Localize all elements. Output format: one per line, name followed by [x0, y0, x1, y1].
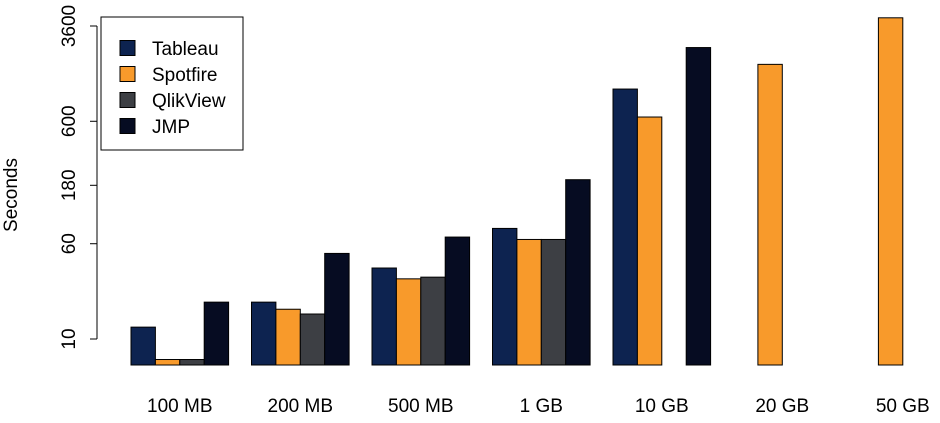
bar-qlikview-200mb — [299, 313, 326, 366]
bar-jmp-200mb — [324, 252, 350, 366]
legend: Tableau Spotfire QlikView JMP — [100, 16, 244, 151]
y-tick-label: 3600 — [59, 5, 80, 47]
bar-tableau-100mb — [130, 326, 156, 366]
x-tick-label: 100 MB — [147, 396, 212, 417]
x-tick-label: 1 GB — [520, 396, 563, 417]
bar-jmp-500mb — [444, 236, 471, 366]
bar-qlikview-1gb — [540, 238, 567, 366]
bar-tableau-200mb — [251, 301, 277, 366]
bars-group — [130, 17, 904, 366]
legend-swatch-jmp — [119, 118, 136, 134]
legend-label-jmp: JMP — [152, 117, 190, 138]
x-tick-label: 500 MB — [388, 396, 453, 417]
legend-label-tableau: Tableau — [152, 39, 219, 60]
bar-spotfire-500mb — [395, 278, 422, 366]
y-tick-label: 600 — [59, 105, 80, 137]
x-tick-label: 50 GB — [876, 396, 930, 417]
x-tick-label: 200 MB — [268, 396, 333, 417]
legend-label-spotfire: Spotfire — [152, 65, 217, 86]
legend-swatch-spotfire — [119, 66, 136, 82]
legend-label-qlikview: QlikView — [152, 91, 226, 112]
bar-spotfire-200mb — [275, 308, 301, 366]
y-tick-label: 180 — [59, 169, 80, 201]
bar-spotfire-1gb — [516, 238, 542, 366]
bar-qlikview-100mb — [179, 359, 205, 366]
x-tick-label: 10 GB — [635, 396, 689, 417]
bar-qlikview-500mb — [420, 276, 446, 366]
legend-swatch-tableau — [119, 40, 136, 56]
x-category-labels: 100 MB 200 MB 500 MB 1 GB 10 GB 20 GB 50 GB — [147, 396, 930, 417]
bar-spotfire-50gb — [877, 17, 904, 366]
bar-tableau-1gb — [492, 227, 518, 366]
x-tick-label: 20 GB — [755, 396, 809, 417]
bar-spotfire-10gb — [636, 116, 663, 366]
y-axis: 10 60 180 600 3600 — [59, 5, 98, 350]
y-tick-label: 10 — [59, 328, 80, 349]
bar-jmp-1gb — [565, 179, 591, 366]
bar-spotfire-20gb — [757, 63, 783, 366]
bar-jmp-100mb — [203, 301, 230, 366]
bar-tableau-10gb — [612, 88, 638, 366]
bar-jmp-10gb — [685, 47, 712, 366]
y-tick-label: 60 — [59, 233, 80, 254]
bar-spotfire-100mb — [154, 359, 181, 366]
bar-tableau-500mb — [371, 267, 397, 366]
legend-swatch-qlikview — [119, 92, 136, 108]
y-axis-label: Seconds — [1, 158, 22, 232]
